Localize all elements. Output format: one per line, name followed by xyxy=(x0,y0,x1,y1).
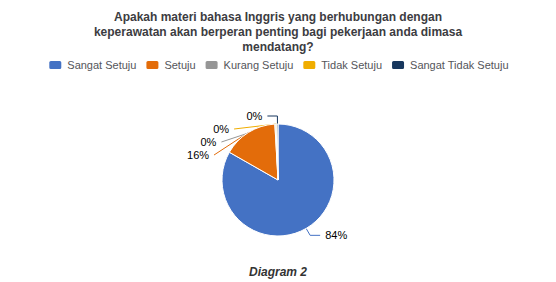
svg-text:84%: 84% xyxy=(325,229,347,241)
svg-text:0%: 0% xyxy=(200,136,216,148)
svg-text:Kurang Setuju: Kurang Setuju xyxy=(224,59,294,71)
svg-text:Sangat Tidak Setuju: Sangat Tidak Setuju xyxy=(410,59,508,71)
svg-text:16%: 16% xyxy=(187,149,209,161)
svg-text:Diagram 2: Diagram 2 xyxy=(249,265,307,279)
svg-text:0%: 0% xyxy=(213,123,229,135)
svg-text:Setuju: Setuju xyxy=(164,59,195,71)
svg-text:Tidak Setuju: Tidak Setuju xyxy=(321,59,382,71)
svg-text:Apakah materi bahasa Inggris y: Apakah materi bahasa Inggris yang berhub… xyxy=(114,10,442,24)
svg-text:mendatang?: mendatang? xyxy=(242,40,313,54)
svg-text:0%: 0% xyxy=(246,110,262,122)
svg-text:keperawatan akan berperan pent: keperawatan akan berperan penting bagi p… xyxy=(94,25,462,39)
svg-text:Sangat Setuju: Sangat Setuju xyxy=(67,59,136,71)
